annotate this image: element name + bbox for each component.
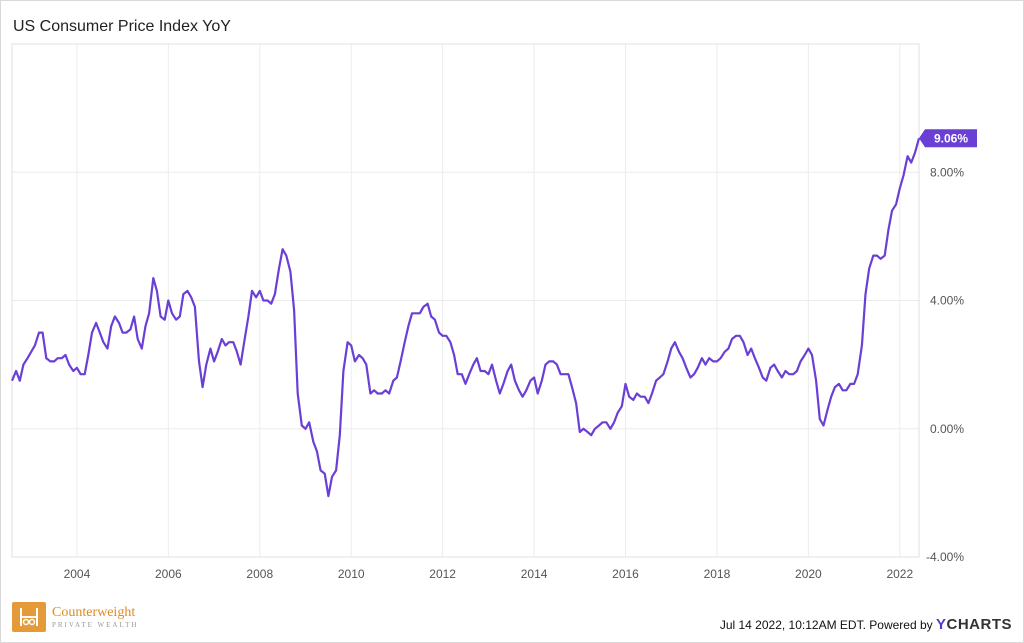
- footer-timestamp: Jul 14 2022, 10:12AM EDT.: [719, 618, 866, 632]
- horizontal-gridlines: [12, 171, 919, 558]
- x-tick-label: 2016: [612, 567, 639, 581]
- x-tick-label: 2020: [795, 567, 822, 581]
- x-tick-label: 2022: [886, 567, 913, 581]
- chart-footer: Jul 14 2022, 10:12AM EDT. Powered by YCH…: [720, 616, 1012, 633]
- y-axis-ticks: -4.00% 0.00% 4.00% 8.00%: [926, 165, 964, 564]
- last-value-flag: [919, 129, 977, 148]
- counterweight-logo: Counterweight PRIVATE WEALTH: [12, 600, 138, 634]
- x-tick-label: 2004: [64, 567, 91, 581]
- ycharts-brand-text: CHARTS: [946, 616, 1012, 633]
- x-axis-ticks: 2004 2006 2008 2010 2012 2014 2016 2018 2020 2022: [64, 567, 914, 581]
- logo-name: Counterweight: [52, 604, 136, 620]
- y-tick-label: 8.00%: [930, 165, 964, 179]
- y-tick-label: 4.00%: [930, 294, 964, 308]
- ycharts-brand[interactable]: YCHARTS: [936, 616, 1012, 633]
- logo-mark-icon: [12, 602, 46, 632]
- x-tick-label: 2010: [338, 567, 365, 581]
- x-tick-label: 2008: [246, 567, 273, 581]
- x-tick-label: 2006: [155, 567, 182, 581]
- plot-area: [11, 43, 920, 558]
- x-tick-label: 2018: [704, 567, 731, 581]
- last-value-label: 9.06%: [919, 129, 977, 148]
- last-value-text: 9.06%: [934, 131, 968, 145]
- footer-powered-by: Powered by: [869, 618, 933, 632]
- chart-title: US Consumer Price Index YoY: [13, 18, 231, 35]
- logo-subtitle: PRIVATE WEALTH: [52, 620, 139, 629]
- cpi-series-line: [10, 138, 921, 498]
- y-tick-label: 0.00%: [930, 422, 964, 436]
- y-tick-label: -4.00%: [926, 550, 964, 564]
- ycharts-y-icon: Y: [935, 616, 947, 633]
- x-tick-label: 2012: [429, 567, 456, 581]
- x-tick-label: 2014: [521, 567, 548, 581]
